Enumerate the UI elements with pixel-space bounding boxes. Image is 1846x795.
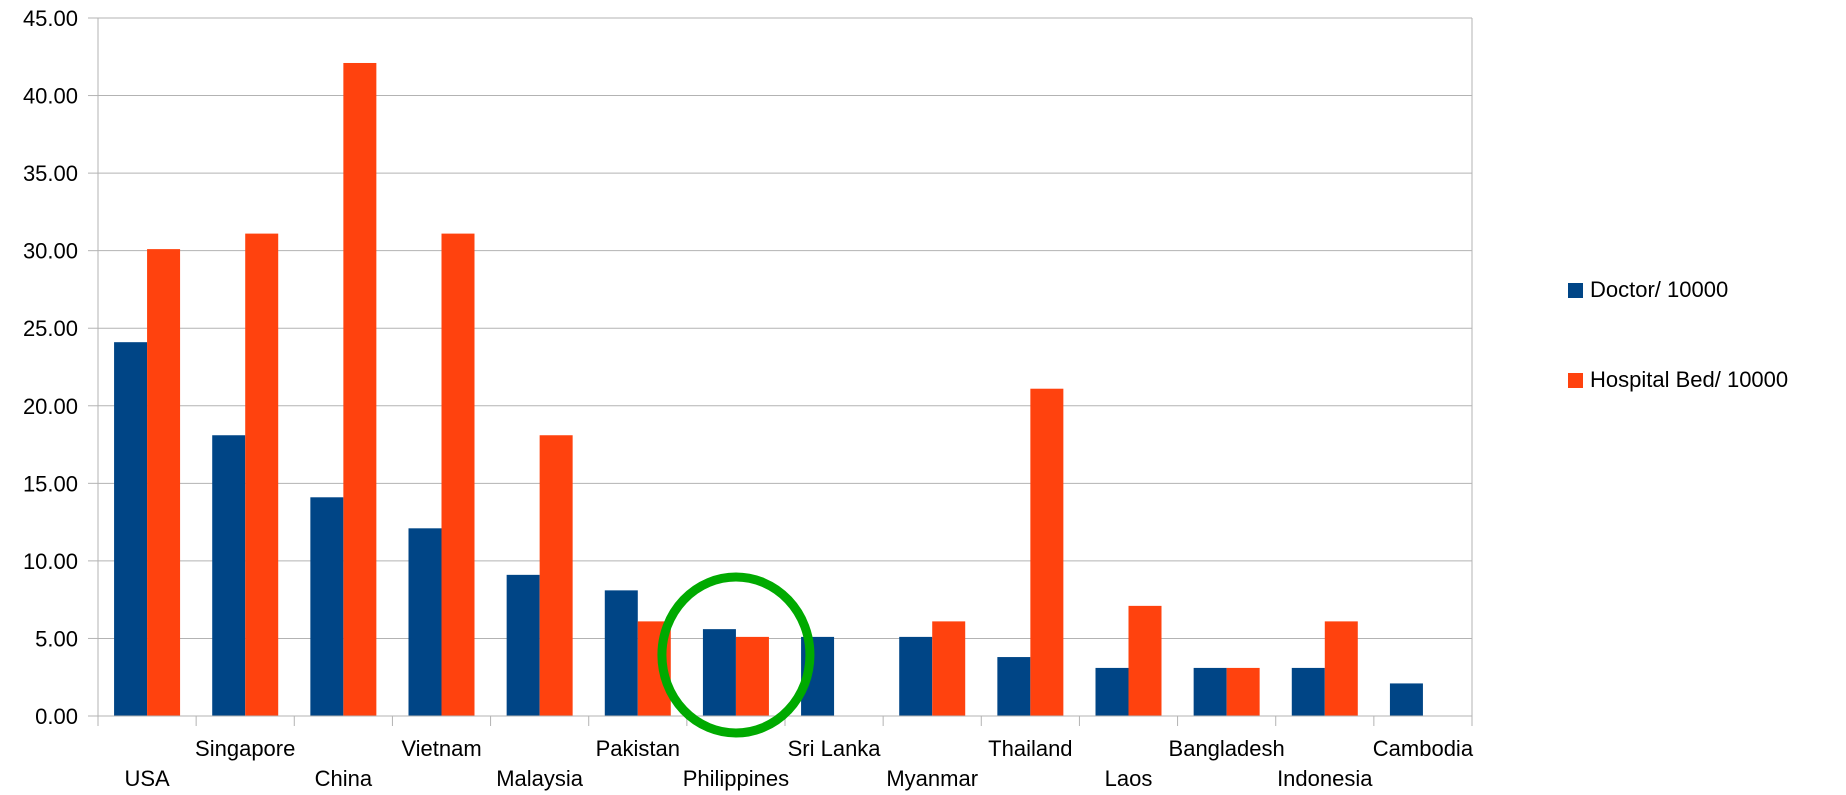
y-tick-label: 35.00	[23, 161, 78, 186]
bar-hospital-bed	[1324, 621, 1358, 716]
bar-doctor	[1291, 667, 1325, 716]
bar-doctor	[997, 657, 1031, 716]
bar-hospital-bed	[1030, 388, 1064, 716]
bars	[114, 62, 1423, 717]
axes	[88, 17, 1473, 726]
bar-hospital-bed	[735, 636, 769, 716]
y-tick-label: 15.00	[23, 471, 78, 496]
x-tick-label: Myanmar	[886, 766, 978, 791]
bar-hospital-bed	[147, 249, 181, 717]
annotation-circle	[657, 572, 815, 738]
legend-label-hospital-bed: Hospital Bed/ 10000	[1590, 367, 1789, 392]
y-tick-label: 45.00	[23, 6, 78, 31]
legend-swatch-doctor	[1568, 282, 1583, 298]
x-tick-label: Malaysia	[496, 766, 584, 791]
x-tick-label: Singapore	[195, 736, 295, 761]
x-tick-label: Bangladesh	[1169, 736, 1285, 761]
bar-doctor	[1095, 667, 1129, 716]
bar-doctor	[212, 435, 246, 716]
bar-doctor	[1389, 683, 1423, 716]
y-tick-label: 10.00	[23, 549, 78, 574]
bar-doctor	[899, 636, 933, 716]
x-tick-label: China	[315, 766, 373, 791]
x-tick-label: Thailand	[988, 736, 1072, 761]
y-tick-label: 5.00	[35, 626, 78, 651]
y-tick-label: 40.00	[23, 84, 78, 109]
bar-doctor	[408, 528, 442, 716]
x-axis-ticks: USA Singapore China Vietnam Malaysia Pakistan…	[124, 736, 1473, 791]
bar-doctor	[604, 590, 638, 716]
bar-hospital-bed	[245, 233, 279, 717]
x-tick-label: USA	[124, 766, 170, 791]
bar-doctor	[702, 629, 736, 716]
bar-doctor	[310, 497, 344, 716]
x-tick-label: Philippines	[683, 766, 789, 791]
bar-hospital-bed	[1226, 667, 1260, 716]
legend-item-doctor: Doctor/ 10000	[1568, 277, 1728, 303]
x-tick-label: Vietnam	[401, 736, 481, 761]
y-tick-label: 20.00	[23, 394, 78, 419]
gridlines	[98, 17, 1473, 717]
x-tick-label: Cambodia	[1373, 736, 1474, 761]
bar-hospital-bed	[441, 233, 475, 717]
bar-hospital-bed	[1128, 605, 1162, 716]
bar-hospital-bed	[932, 621, 966, 716]
y-tick-label: 0.00	[35, 704, 78, 729]
y-tick-label: 30.00	[23, 239, 78, 264]
bar-hospital-bed	[343, 62, 377, 716]
x-tick-label: Sri Lanka	[788, 736, 882, 761]
y-axis-ticks: 0.00 5.00 10.00 15.00 20.00 25.00 30.00 35.00 40…	[23, 6, 78, 729]
legend-swatch-hospital-bed	[1568, 372, 1583, 388]
legend-label-doctor: Doctor/ 10000	[1590, 277, 1729, 302]
bar-doctor	[506, 574, 540, 716]
x-tick-label: Pakistan	[596, 736, 680, 761]
x-tick-label: Laos	[1105, 766, 1153, 791]
bar-doctor	[1193, 667, 1227, 716]
bar-doctor	[114, 342, 148, 716]
bar-hospital-bed	[539, 435, 573, 716]
y-tick-label: 25.00	[23, 316, 78, 341]
legend-item-hospital-bed: Hospital Bed/ 10000	[1568, 367, 1788, 393]
x-tick-label: Indonesia	[1277, 766, 1373, 791]
annotation-layer	[657, 572, 815, 738]
